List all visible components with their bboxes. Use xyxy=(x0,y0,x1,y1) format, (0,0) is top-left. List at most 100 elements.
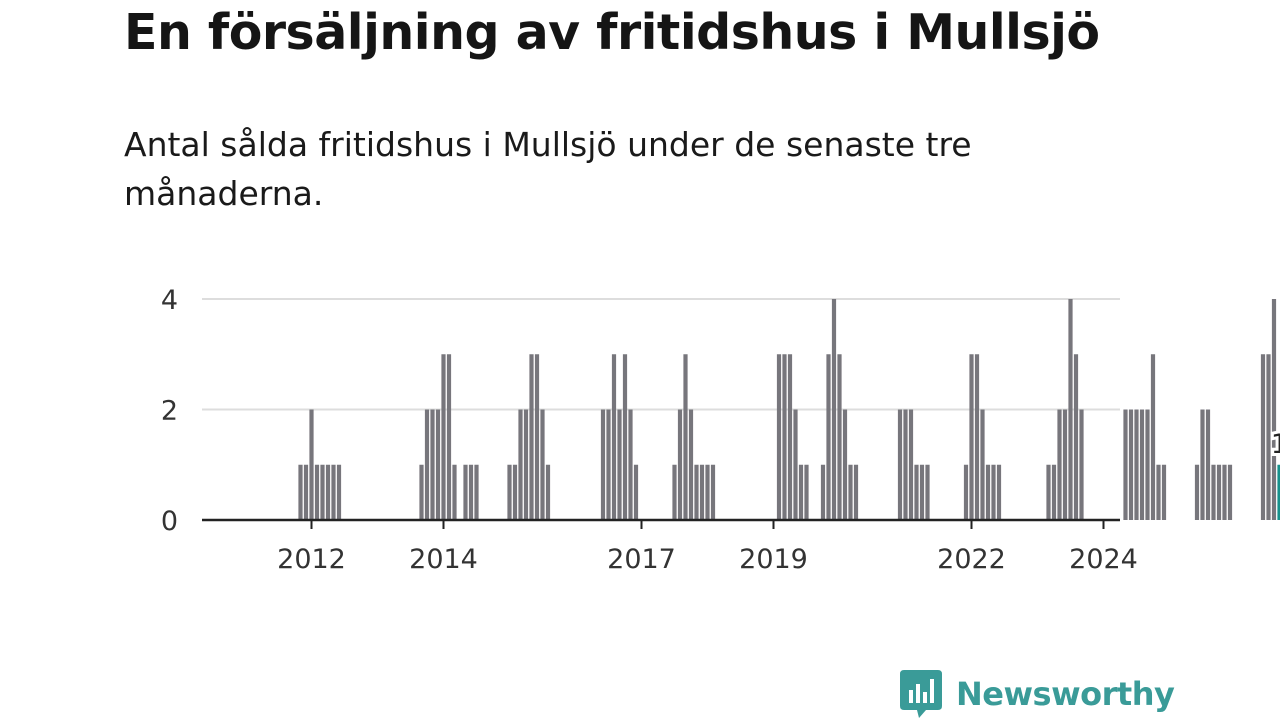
bar xyxy=(705,464,710,520)
bar xyxy=(1062,409,1068,520)
x-tick-label: 2024 xyxy=(1069,544,1138,575)
bar xyxy=(903,409,908,520)
bar xyxy=(1216,464,1222,520)
bar xyxy=(908,409,914,520)
x-tick-label: 2017 xyxy=(607,544,676,575)
bar xyxy=(1260,354,1266,520)
bar xyxy=(518,409,523,520)
bar xyxy=(820,464,826,520)
bar xyxy=(842,409,848,520)
bar xyxy=(837,354,842,520)
bar xyxy=(1134,409,1139,520)
chart-title: En försäljning av fritidshus i Mullsjö xyxy=(124,4,1100,61)
bar xyxy=(1123,409,1128,520)
x-tick-label: 2014 xyxy=(409,544,478,575)
x-tick-label: 2019 xyxy=(739,544,808,575)
bar xyxy=(430,409,435,520)
bar xyxy=(633,464,639,520)
bar xyxy=(446,354,452,520)
newsworthy-logo: Newsworthy xyxy=(900,670,1175,718)
bar xyxy=(452,464,457,520)
bar xyxy=(919,464,925,520)
bar xyxy=(1079,409,1084,520)
bar xyxy=(441,354,446,520)
bar xyxy=(463,464,468,520)
bar xyxy=(1156,464,1161,520)
bar xyxy=(545,464,551,520)
chart-subtitle: Antal sålda fritidshus i Mullsjö under d… xyxy=(124,125,972,213)
bar xyxy=(1046,464,1051,520)
bar xyxy=(523,409,529,520)
bar xyxy=(1205,409,1211,520)
bar xyxy=(798,464,804,520)
bar xyxy=(1222,464,1227,520)
bar xyxy=(1211,464,1216,520)
bar xyxy=(617,409,622,520)
bar xyxy=(540,409,545,520)
bar xyxy=(419,464,424,520)
bar xyxy=(512,464,518,520)
bar xyxy=(848,464,853,520)
bar xyxy=(699,464,705,520)
bar xyxy=(1139,409,1145,520)
bar xyxy=(677,409,683,520)
bar xyxy=(606,409,611,520)
bar xyxy=(1227,464,1233,520)
bar xyxy=(963,464,969,520)
y-tick-label: 4 xyxy=(161,285,178,316)
bar xyxy=(782,354,787,520)
bar xyxy=(474,464,479,520)
bar xyxy=(1051,464,1057,520)
bar xyxy=(793,409,798,520)
bar xyxy=(628,409,633,520)
bar xyxy=(435,409,441,520)
x-tick-label: 2012 xyxy=(277,544,346,575)
bar xyxy=(831,299,837,520)
bar xyxy=(1128,409,1134,520)
y-tick-label: 2 xyxy=(161,396,178,427)
bar xyxy=(1200,409,1205,520)
bar xyxy=(1161,464,1167,520)
bar xyxy=(611,354,617,520)
bar xyxy=(600,409,606,520)
bar xyxy=(897,409,903,520)
bar xyxy=(688,409,694,520)
bar xyxy=(969,354,974,520)
bar xyxy=(1057,409,1062,520)
bar xyxy=(507,464,512,520)
x-tick-label: 2022 xyxy=(937,544,1006,575)
newsworthy-logo-text: Newsworthy xyxy=(956,675,1175,713)
bar xyxy=(314,464,320,520)
bar xyxy=(683,354,688,520)
bar xyxy=(980,409,985,520)
bar xyxy=(672,464,677,520)
bar xyxy=(298,464,303,520)
bar xyxy=(853,464,859,520)
bar xyxy=(1271,299,1277,520)
bar xyxy=(1150,354,1156,520)
bar xyxy=(787,354,793,520)
newsworthy-logo-icon xyxy=(900,670,942,718)
bar xyxy=(309,409,314,520)
bar xyxy=(1145,409,1150,520)
bar xyxy=(991,464,996,520)
bar xyxy=(534,354,540,520)
bar xyxy=(529,354,534,520)
bar xyxy=(1194,464,1200,520)
bar xyxy=(303,464,309,520)
bar xyxy=(336,464,342,520)
bar xyxy=(710,464,716,520)
bar xyxy=(622,354,628,520)
bar xyxy=(331,464,336,520)
bar xyxy=(776,354,782,520)
bar xyxy=(1068,299,1073,520)
bar xyxy=(468,464,474,520)
bar xyxy=(325,464,331,520)
bar xyxy=(1073,354,1079,520)
y-tick-label: 0 xyxy=(161,506,178,537)
highlight-value-label: 1 xyxy=(1271,429,1280,460)
bar xyxy=(424,409,430,520)
bar xyxy=(694,464,699,520)
highlight-bar xyxy=(1277,464,1280,520)
